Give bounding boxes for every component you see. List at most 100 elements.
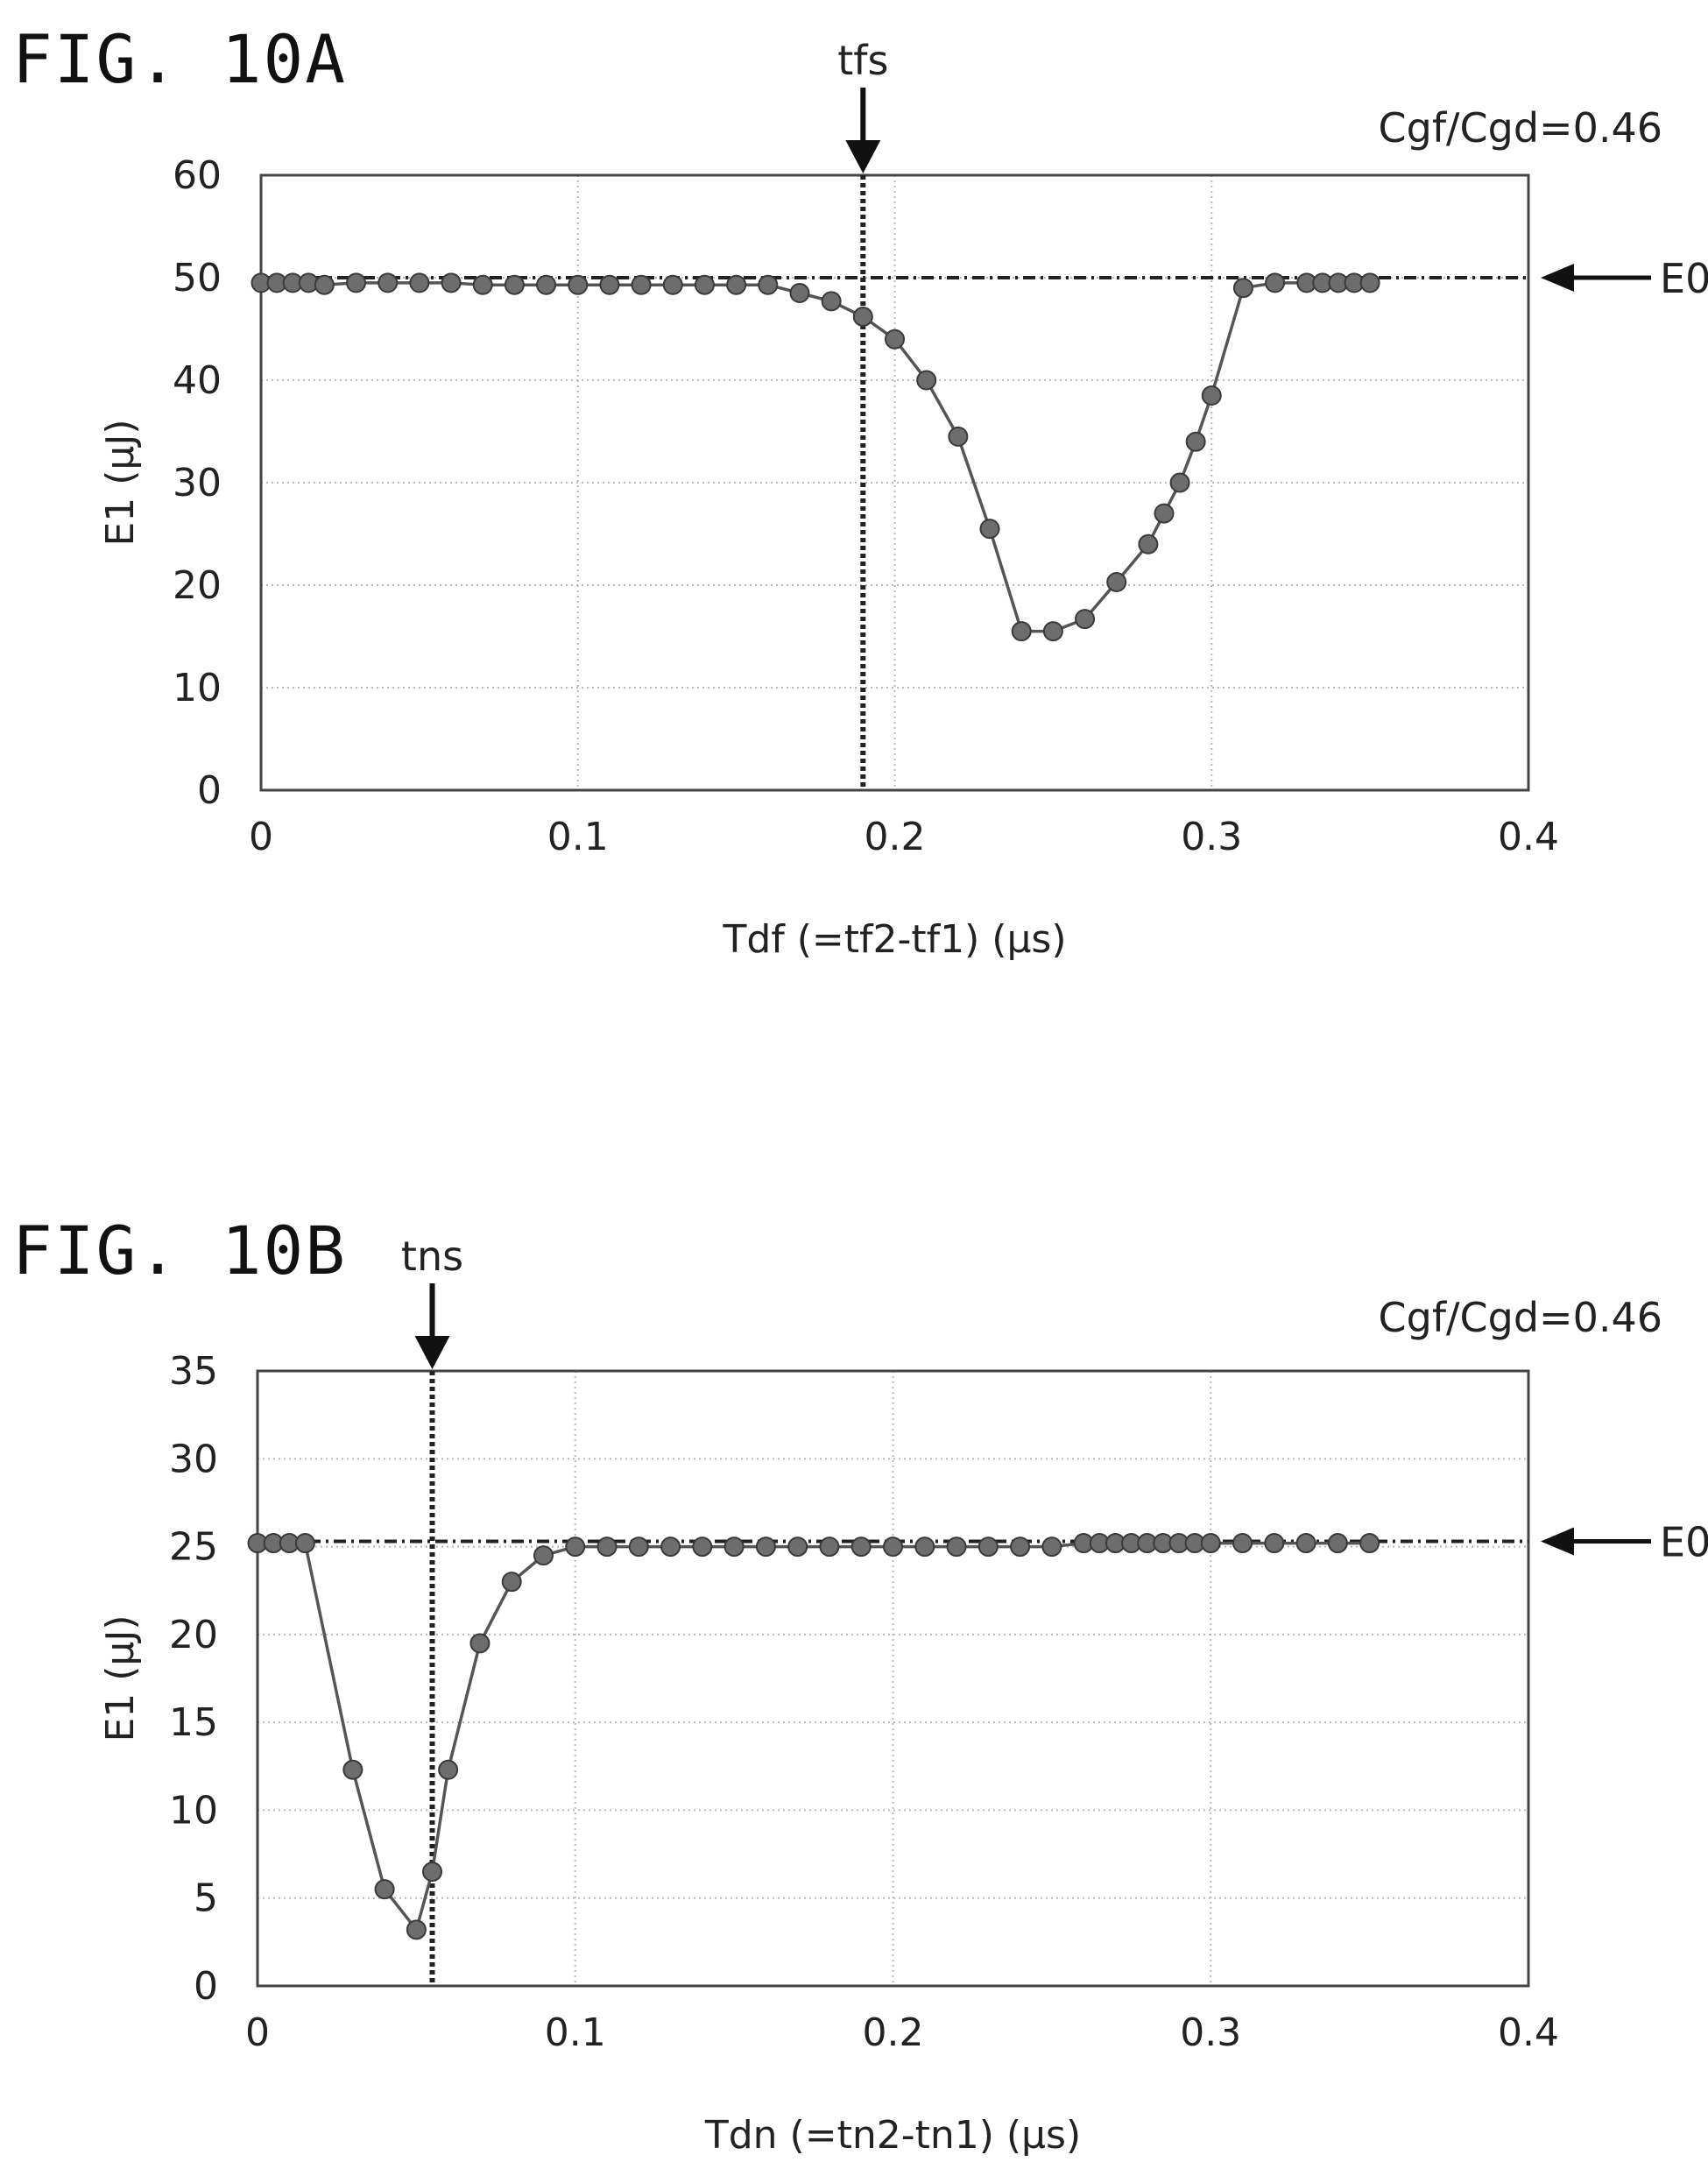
y-tick-label: 10 bbox=[169, 1788, 218, 1833]
y-tick-label: 50 bbox=[173, 256, 222, 300]
data-point bbox=[1042, 621, 1063, 642]
data-point bbox=[914, 1537, 935, 1558]
data-point bbox=[948, 426, 969, 447]
data-point bbox=[406, 1919, 427, 1940]
data-point bbox=[1200, 1533, 1221, 1554]
data-point bbox=[599, 274, 620, 295]
y-axis-title: E1 (μJ) bbox=[98, 419, 143, 546]
y-tick-label: 30 bbox=[169, 1437, 218, 1481]
ratio-annotation: Cgf/Cgd=0.46 bbox=[1379, 104, 1663, 152]
data-point bbox=[631, 274, 652, 295]
data-point bbox=[821, 291, 842, 312]
data-point bbox=[1265, 272, 1286, 293]
chart-10a: 0 0.1 0.2 0.3 0.4 0 10 20 30 40 50 60 Tdf (=tf2-tf1)… bbox=[98, 37, 1708, 962]
data-point bbox=[1185, 431, 1206, 452]
data-point bbox=[1201, 385, 1222, 406]
plot-frame bbox=[256, 1369, 1530, 1988]
data-point bbox=[978, 1537, 999, 1558]
threshold-label: tfs bbox=[837, 37, 888, 84]
data-point bbox=[1011, 621, 1032, 642]
data-point bbox=[852, 306, 873, 327]
data-point bbox=[1295, 1533, 1316, 1554]
data-point bbox=[1359, 272, 1380, 293]
plot-frame bbox=[259, 173, 1530, 792]
data-point bbox=[342, 1759, 363, 1780]
x-tick-label: 0.1 bbox=[545, 2010, 606, 2055]
data-point bbox=[789, 283, 810, 304]
y-tick-label: 0 bbox=[194, 1964, 218, 2009]
data-point bbox=[628, 1537, 649, 1558]
data-point bbox=[294, 1533, 315, 1554]
data-point bbox=[501, 1572, 522, 1593]
data-point bbox=[850, 1537, 872, 1558]
data-point bbox=[662, 274, 683, 295]
y-axis-title: E1 (μJ) bbox=[98, 1614, 143, 1742]
data-point bbox=[596, 1537, 618, 1558]
data-point bbox=[1138, 533, 1159, 555]
data-point bbox=[819, 1537, 840, 1558]
x-tick-label: 0.2 bbox=[863, 2010, 924, 2055]
data-point bbox=[472, 274, 493, 295]
y-tick-label: 30 bbox=[173, 461, 222, 505]
data-point bbox=[916, 370, 937, 391]
data-point bbox=[726, 274, 747, 295]
data-point bbox=[883, 1537, 903, 1558]
threshold-arrow-head bbox=[414, 1336, 450, 1369]
data-point bbox=[1010, 1537, 1031, 1558]
data-point bbox=[533, 1545, 554, 1566]
e0-arrow-head bbox=[1541, 264, 1574, 292]
data-point bbox=[438, 1759, 459, 1780]
e0-label: E0 bbox=[1660, 255, 1708, 302]
x-tick-label: 0.4 bbox=[1498, 815, 1559, 859]
x-axis-title: Tdn (=tn2-tn1) (μs) bbox=[704, 2113, 1081, 2158]
y-tick-label: 0 bbox=[197, 768, 222, 813]
data-point bbox=[536, 274, 557, 295]
x-tick-label: 0 bbox=[245, 2010, 270, 2055]
data-point bbox=[409, 272, 430, 293]
data-point bbox=[504, 274, 525, 295]
data-point bbox=[1169, 472, 1190, 493]
threshold-label: tns bbox=[401, 1233, 463, 1280]
y-tick-label: 60 bbox=[173, 153, 222, 198]
chart-10b: 0 0.1 0.2 0.3 0.4 0 5 10 15 20 25 30 35 Tdn (=tn2-tn1… bbox=[98, 1233, 1708, 2158]
data-point bbox=[314, 274, 335, 295]
figure-label-10b: FIG. 10B bbox=[12, 1212, 348, 1289]
data-point bbox=[787, 1537, 808, 1558]
data-point bbox=[469, 1633, 491, 1654]
data-point bbox=[694, 274, 715, 295]
y-tick-label: 35 bbox=[169, 1349, 218, 1394]
data-point bbox=[374, 1879, 395, 1900]
x-tick-label: 0.1 bbox=[547, 815, 609, 859]
data-point bbox=[1359, 1533, 1380, 1554]
data-point bbox=[1154, 503, 1175, 524]
y-tick-label: 20 bbox=[169, 1613, 218, 1657]
data-point bbox=[758, 274, 779, 295]
data-point bbox=[346, 272, 367, 293]
threshold-arrow-head bbox=[845, 140, 881, 173]
x-tick-label: 0.4 bbox=[1498, 2010, 1559, 2055]
y-tick-label: 15 bbox=[169, 1700, 218, 1745]
data-point bbox=[378, 272, 399, 293]
data-point bbox=[1232, 278, 1253, 299]
y-tick-label: 20 bbox=[173, 563, 222, 608]
y-tick-label: 5 bbox=[194, 1876, 218, 1921]
e0-arrow-head bbox=[1541, 1527, 1574, 1556]
ratio-annotation: Cgf/Cgd=0.46 bbox=[1379, 1294, 1663, 1341]
data-point bbox=[723, 1537, 745, 1558]
data-point bbox=[692, 1537, 713, 1558]
e0-label: E0 bbox=[1660, 1519, 1708, 1566]
data-point bbox=[1106, 571, 1127, 592]
data-point bbox=[755, 1537, 776, 1558]
data-point bbox=[568, 274, 589, 295]
data-point bbox=[660, 1537, 681, 1558]
data-point bbox=[1075, 609, 1096, 630]
data-point bbox=[946, 1537, 967, 1558]
x-tick-label: 0 bbox=[249, 815, 273, 859]
x-tick-label: 0.2 bbox=[865, 815, 926, 859]
data-point bbox=[1264, 1533, 1285, 1554]
x-axis-title: Tdf (=tf2-tf1) (μs) bbox=[722, 917, 1066, 962]
series-line bbox=[261, 281, 1371, 633]
x-tick-label: 0.3 bbox=[1180, 2010, 1241, 2055]
data-point bbox=[979, 519, 1000, 540]
data-point bbox=[565, 1537, 586, 1558]
